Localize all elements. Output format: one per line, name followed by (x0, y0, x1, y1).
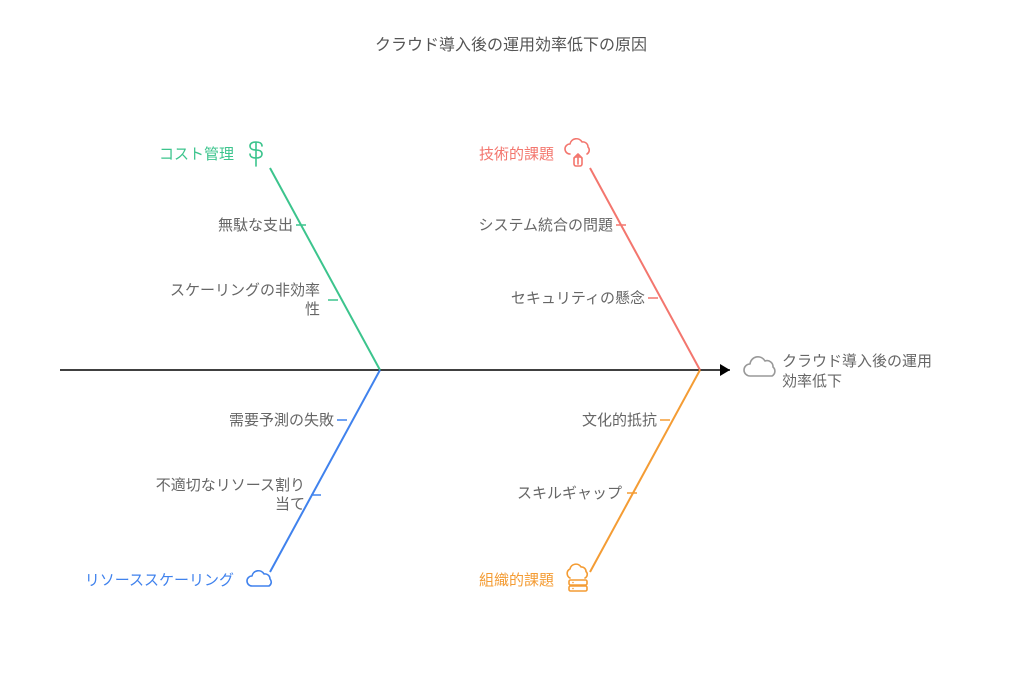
category-label-resource: リソーススケーリング (85, 572, 234, 589)
sub-tech-1: システム統合の問題 (478, 217, 613, 234)
spine (60, 364, 730, 376)
sub-resource-2a: 不適切なリソース割り (156, 476, 305, 494)
category-label-cost: コスト管理 (159, 146, 234, 163)
cloud-upload-icon (565, 139, 589, 166)
category-org: 組織的課題 文化的抵抗 スキルギャップ (479, 370, 700, 591)
sub-resource-2b: 当て (275, 496, 305, 513)
category-label-tech: 技術的課題 (479, 146, 554, 163)
bone-cost (270, 168, 380, 370)
cloud-icon-blue (247, 571, 271, 586)
cloud-icon (744, 357, 775, 376)
sub-cost-1: 無駄な支出 (218, 217, 293, 234)
bone-tech (590, 168, 700, 370)
fishbone-diagram: クラウド導入後の運用効率低下の原因 クラウド導入後の運用 効率低下 コスト管理 … (0, 0, 1022, 680)
sub-cost-2a: スケーリングの非効率 (170, 282, 320, 299)
cloud-server-icon (567, 564, 587, 591)
spine-arrowhead (720, 364, 730, 376)
category-tech: 技術的課題 システム統合の問題 セキュリティの懸念 (478, 139, 700, 370)
category-cost: コスト管理 無駄な支出 スケーリングの非効率 性 (159, 142, 380, 370)
bone-org (590, 370, 700, 572)
diagram-title: クラウド導入後の運用効率低下の原因 (375, 35, 647, 54)
category-label-org: 組織的課題 (479, 572, 554, 589)
dollar-icon (250, 142, 262, 166)
head: クラウド導入後の運用 効率低下 (744, 353, 932, 390)
head-label-line1: クラウド導入後の運用 (782, 353, 932, 370)
bone-resource (270, 370, 380, 572)
sub-org-2: スキルギャップ (517, 485, 622, 502)
sub-tech-2: セキュリティの懸念 (511, 289, 645, 307)
category-resource: リソーススケーリング 需要予測の失敗 不適切なリソース割り 当て (85, 370, 380, 589)
sub-resource-1: 需要予測の失敗 (229, 412, 334, 429)
sub-org-1: 文化的抵抗 (582, 412, 657, 429)
sub-cost-2b: 性 (305, 301, 320, 318)
head-label-line2: 効率低下 (782, 373, 842, 390)
